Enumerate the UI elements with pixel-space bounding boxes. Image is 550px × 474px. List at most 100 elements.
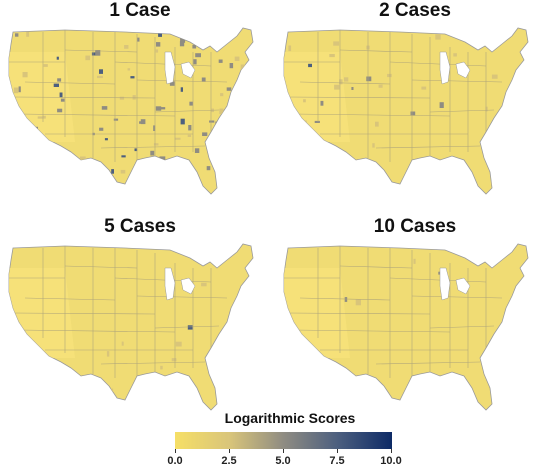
county-cell [80, 156, 86, 163]
county-cell [175, 341, 182, 347]
county-cell [56, 56, 59, 60]
county-cell [320, 100, 324, 106]
county-cell [39, 147, 42, 151]
county-cell [194, 148, 200, 153]
county-cell [189, 101, 193, 106]
county-cell [180, 118, 185, 125]
legend-tick [391, 449, 392, 453]
county-cell [22, 72, 28, 78]
county-cell [219, 108, 224, 114]
map-panel-10-cases: 10 Cases [280, 216, 550, 416]
state-border [429, 325, 495, 329]
county-cell [355, 299, 361, 306]
state-border [100, 361, 206, 365]
county-cell [372, 143, 375, 148]
county-cell [99, 69, 103, 74]
county-cell [97, 75, 103, 79]
state-border [18, 329, 176, 333]
county-cell [160, 365, 163, 370]
county-cell [61, 173, 67, 179]
county-cell [491, 74, 498, 79]
state-border [18, 113, 176, 117]
county-cell [193, 59, 197, 65]
state-border [114, 277, 212, 283]
county-cell [206, 166, 211, 171]
county-cell [329, 54, 335, 58]
county-cell [187, 174, 192, 178]
legend-tick [175, 449, 176, 453]
county-cell [37, 153, 42, 159]
county-cell [188, 125, 192, 131]
state-border [136, 295, 228, 299]
county-cell [314, 120, 320, 123]
county-cell [31, 147, 36, 153]
county-cell [432, 172, 437, 178]
state-border [154, 325, 220, 329]
state-border [114, 61, 212, 67]
us-map-10-cases [283, 243, 529, 411]
county-cell [244, 90, 247, 93]
legend-tick-label: 7.5 [329, 455, 345, 467]
county-cell [12, 146, 18, 150]
county-cell [512, 175, 516, 180]
county-cell [160, 107, 166, 110]
county-cell [229, 63, 234, 69]
county-cell [153, 125, 156, 131]
state-border [12, 312, 156, 315]
county-cell [137, 37, 140, 42]
county-cell [179, 41, 185, 47]
county-cell [167, 165, 171, 169]
state-border [287, 96, 431, 99]
state-border [287, 312, 431, 315]
map-panel-1-case: 1 Case [5, 0, 275, 200]
county-cell [209, 135, 216, 140]
county-cell [230, 390, 236, 393]
county-cell [493, 164, 498, 170]
panel-title: 5 Cases [104, 216, 176, 237]
county-cell [121, 341, 124, 346]
county-cell [410, 111, 416, 116]
county-cell [147, 165, 153, 172]
county-cell [353, 165, 357, 171]
county-cell [171, 358, 177, 362]
county-cell [101, 106, 108, 110]
state-border [299, 297, 391, 301]
county-cell [155, 106, 162, 111]
state-border [411, 79, 503, 83]
county-cell [206, 141, 210, 147]
legend-tick [337, 449, 338, 453]
county-cell [19, 167, 25, 174]
great-lakes [439, 51, 471, 85]
county-cell [85, 178, 88, 182]
county-cell [120, 169, 126, 174]
state-border [100, 145, 206, 149]
great-lakes [164, 267, 196, 301]
county-cell [421, 86, 427, 90]
legend-tick [229, 449, 230, 453]
county-cell [333, 41, 340, 46]
county-cell [155, 49, 159, 53]
county-cell [187, 134, 192, 137]
county-cell [288, 45, 292, 52]
legend-tick-label: 0.0 [167, 455, 183, 467]
county-cell [95, 50, 101, 56]
state-border [136, 79, 228, 83]
county-cell [339, 79, 343, 85]
county-cell [485, 106, 488, 112]
county-cell [220, 93, 224, 97]
legend-tick [283, 449, 284, 453]
county-cell [195, 53, 201, 58]
county-cell [121, 155, 126, 158]
county-cell [202, 132, 208, 136]
state-border [375, 361, 481, 365]
county-cell [139, 121, 142, 124]
county-cell [224, 165, 227, 170]
state-border [299, 81, 391, 85]
county-cell [124, 45, 129, 49]
map-panel-2-cases: 2 Cases [280, 0, 550, 200]
county-cell [439, 102, 444, 108]
county-cell [310, 144, 316, 147]
county-cell [237, 127, 240, 131]
state-border [389, 277, 487, 283]
